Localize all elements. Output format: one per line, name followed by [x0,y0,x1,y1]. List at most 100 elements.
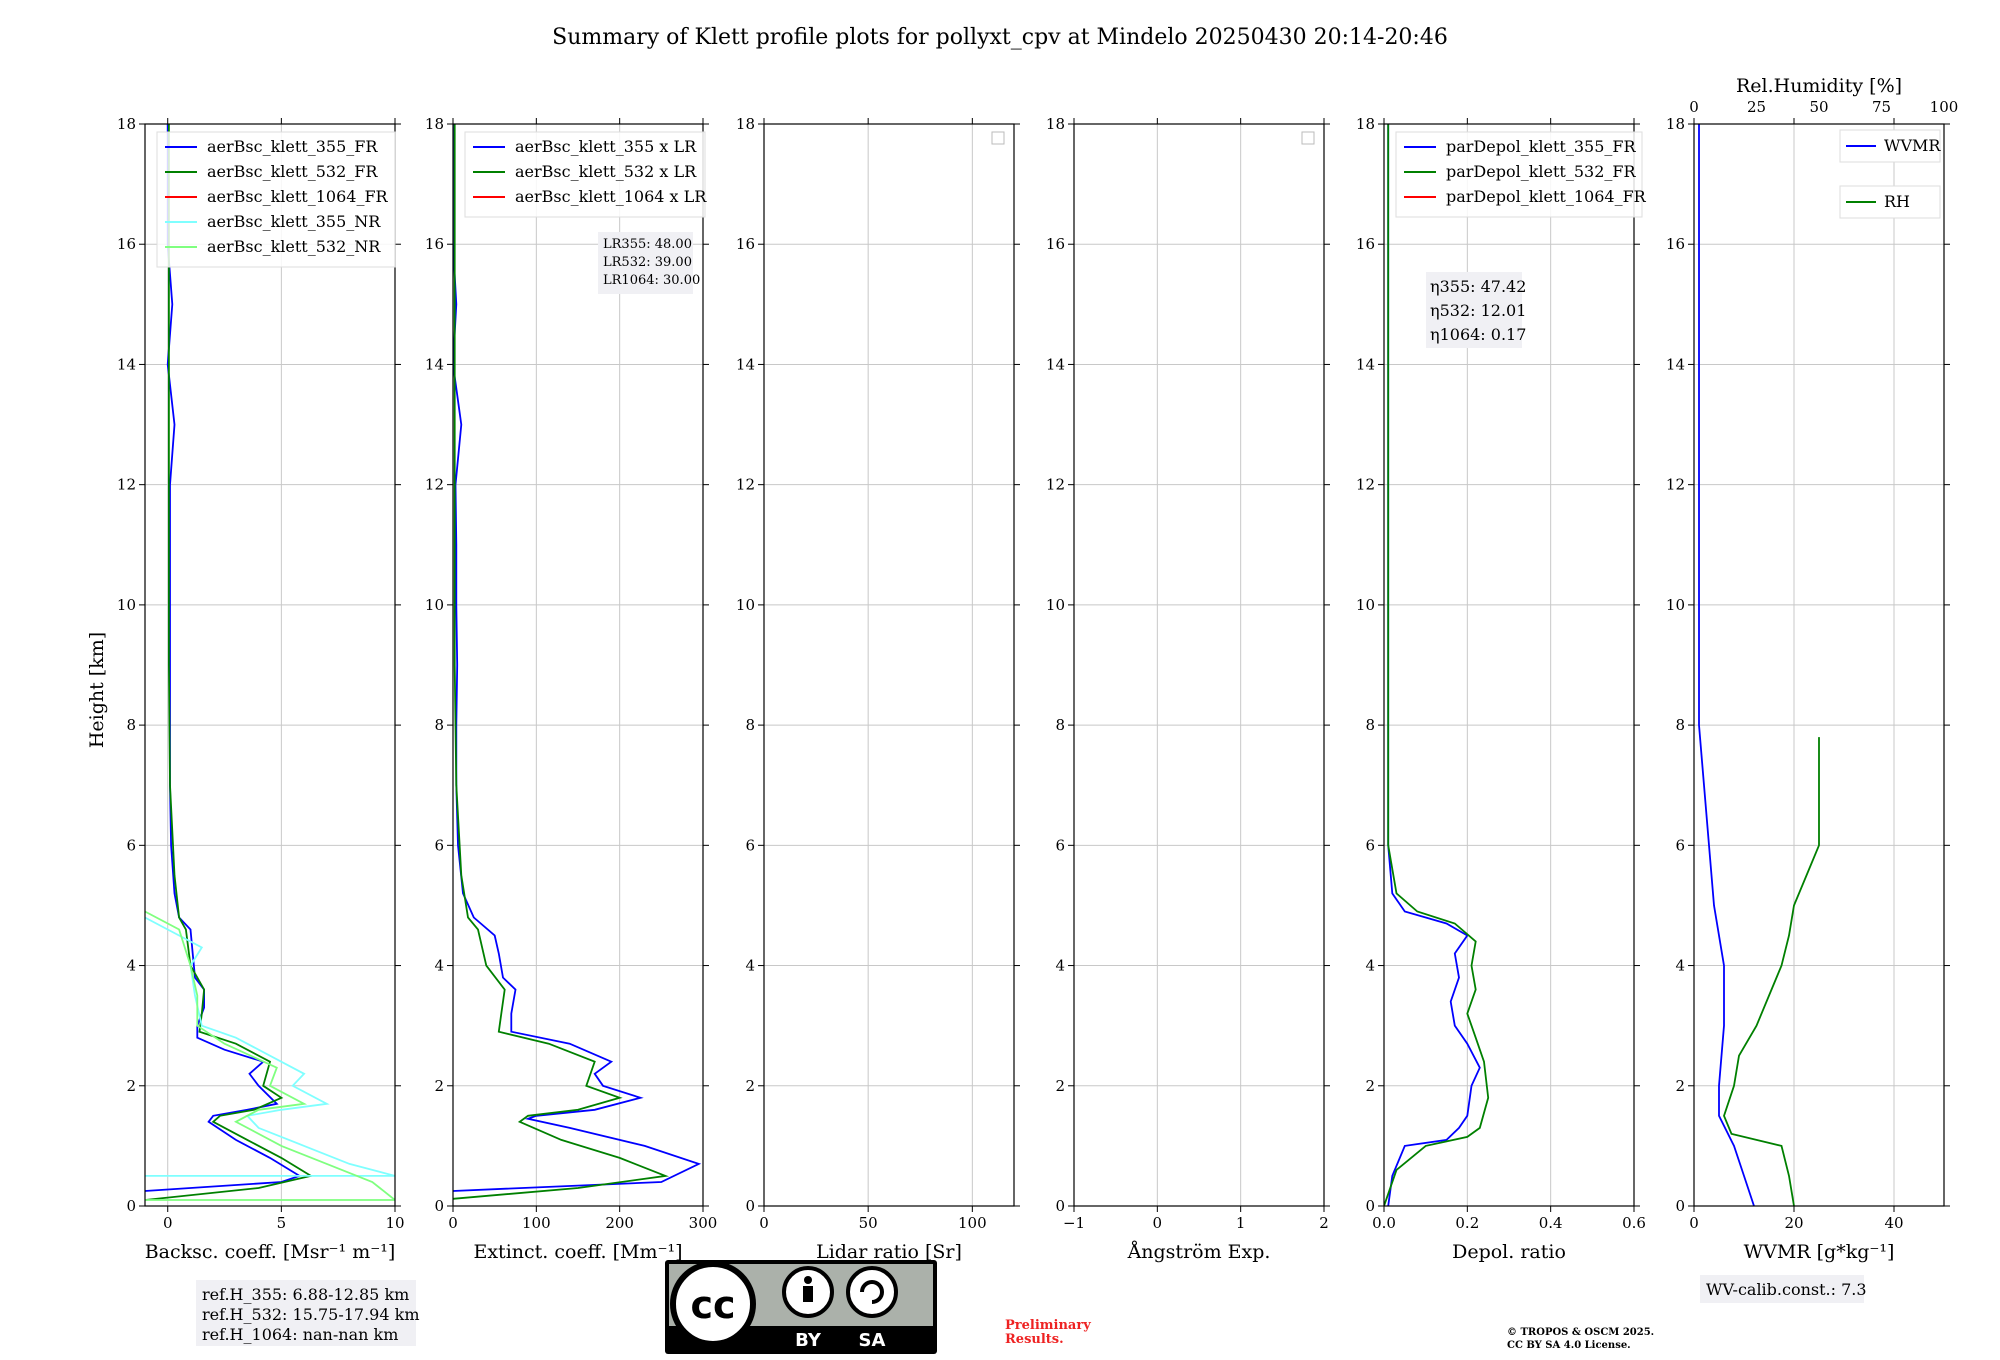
x-tick-label: 1 [1236,1214,1246,1232]
copyright-line-2: CC BY SA 4.0 License. [1507,1340,1631,1351]
x-axis-label: Backsc. coeff. [Msr⁻¹ m⁻¹] [145,1241,396,1263]
legend-entry: aerBsc_klett_355 x LR [515,137,697,156]
y-tick-label: 8 [745,716,755,734]
y-tick-label: 2 [434,1077,444,1095]
legend-entry: aerBsc_klett_532_NR [207,237,381,256]
y-tick-label: 8 [126,716,136,734]
axes-frame [452,123,704,1207]
empty-legend-box [1301,131,1315,145]
depol-panel: 0.0 0.2 0.4 0.6 0 2 4 6 8 10 12 14 16 18 Depol. ratio p… [1356,115,1647,1263]
series-line [145,916,395,1177]
y-tick-label: 2 [745,1077,755,1095]
y-tick-label: 4 [434,957,444,975]
wvmr-rh-panel: 0 20 40 0 2 4 6 8 10 12 14 16 18 WVMR [g*kg⁻¹] 0 25 50 75… [1666,75,1958,1263]
axes-frame [1693,123,1945,1207]
y-tick-label: 14 [1356,355,1375,373]
y-tick-label: 10 [736,596,755,614]
x2-tick-label: 0 [1689,98,1699,116]
y-tick-label: 12 [1046,476,1065,494]
copyright-line-1: © TROPOS & OSCM 2025. [1507,1327,1654,1338]
y-tick-label: 0 [434,1197,444,1215]
legend-entry: aerBsc_klett_1064 x LR [515,187,707,206]
x2-tick-label: 50 [1809,98,1828,116]
y-tick-label: 4 [126,957,136,975]
x-axis-label: Extinct. coeff. [Mm⁻¹] [473,1241,682,1263]
figure-title: Summary of Klett profile plots for polly… [552,25,1448,50]
axes-frame [1073,123,1325,1207]
legend-entry: aerBsc_klett_355_NR [207,212,381,231]
x-tick-label: 0.0 [1372,1214,1396,1232]
y-tick-label: 10 [425,596,444,614]
x-tick-label: 0.2 [1455,1214,1479,1232]
legend-entry: aerBsc_klett_532_FR [207,162,378,181]
wv-calib-const: WV-calib.const.: 7.3 [1706,1280,1867,1299]
y-tick-label: 16 [117,235,136,253]
x-tick-label: 0 [163,1214,173,1232]
y-tick-label: 8 [1675,716,1685,734]
lidar-ratio-box: LR355: 48.00 LR532: 39.00 LR1064: 30.00 [598,232,700,294]
series-line [1384,124,1490,1206]
y-tick-label: 8 [1055,716,1065,734]
y-tick-label: 8 [434,716,444,734]
y-tick-label: 4 [1055,957,1065,975]
y-tick-label: 8 [1365,716,1375,734]
y-tick-label: 18 [1046,115,1065,133]
eta-1064: η1064: 0.17 [1430,325,1526,344]
sa-label: SA [859,1330,886,1351]
extinction-panel: 0 100 200 300 0 2 4 6 8 10 12 14 16 18 Extinct. coeff.… [425,115,717,1263]
legend-box [1839,185,1941,219]
y-tick-label: 4 [1675,957,1685,975]
y-tick-label: 14 [1046,355,1065,373]
y-tick-label: 16 [1046,235,1065,253]
y-tick-label: 16 [425,235,444,253]
y-tick-label: 6 [126,836,136,854]
x-tick-label: 0 [1153,1214,1163,1232]
y-tick-label: 18 [117,115,136,133]
eta-532: η532: 12.01 [1430,301,1526,320]
y-tick-label: 18 [1666,115,1685,133]
x-tick-label: 0 [1689,1214,1699,1232]
x-tick-label: 100 [958,1214,987,1232]
y-tick-label: 18 [1356,115,1375,133]
empty-legend-box [991,131,1005,145]
y-tick-label: 10 [1046,596,1065,614]
ref-height-box: ref.H_355: 6.88-12.85 km ref.H_532: 15.7… [196,1280,420,1346]
by-label: BY [795,1330,822,1351]
x-tick-label: 2 [1319,1214,1329,1232]
y-tick-label: 6 [1675,836,1685,854]
x-tick-label: 5 [277,1214,287,1232]
cc-text: cc [690,1283,735,1327]
y-tick-label: 18 [425,115,444,133]
y-tick-label: 2 [1675,1077,1685,1095]
y-tick-label: 14 [117,355,136,373]
x-tick-label: 0.6 [1622,1214,1646,1232]
y-tick-label: 18 [736,115,755,133]
series-line [1723,737,1820,1206]
y-tick-label: 6 [1055,836,1065,854]
x-tick-label: 20 [1784,1214,1803,1232]
y-tick-label: 2 [126,1077,136,1095]
lidar-ratio-panel: 0 50 100 0 2 4 6 8 10 12 14 16 18 Lidar ratio [Sr] [736,115,1020,1263]
preliminary-line-2: Results. [1005,1332,1064,1347]
x-tick-label: 0 [759,1214,769,1232]
y-tick-label: 0 [1055,1197,1065,1215]
cc-by-sa-logo: cc BY SA [665,1260,937,1354]
backscatter-panel: 0 5 10 0 2 4 6 8 10 12 14 16 18 Backsc. coeff. [Msr⁻¹… [117,115,405,1263]
legend-entry: aerBsc_klett_1064_FR [207,187,389,206]
y-tick-label: 12 [117,476,136,494]
legend-entry: RH [1884,192,1910,211]
legend-entry: parDepol_klett_532_FR [1446,162,1637,181]
ref-h-532: ref.H_532: 15.75-17.94 km [202,1305,420,1324]
y-tick-label: 4 [745,957,755,975]
y-tick-label: 0 [745,1197,755,1215]
ref-h-1064: ref.H_1064: nan-nan km [202,1325,398,1344]
eta-box: η355: 47.42 η532: 12.01 η1064: 0.17 [1426,272,1526,348]
legend-entry: parDepol_klett_355_FR [1446,137,1637,156]
axes-frame [763,123,1015,1207]
y-tick-label: 12 [736,476,755,494]
x2-axis-label: Rel.Humidity [%] [1736,75,1902,97]
series-line [145,124,314,1201]
y-axis-label: Height [km] [86,632,108,748]
series-line [145,910,395,1201]
